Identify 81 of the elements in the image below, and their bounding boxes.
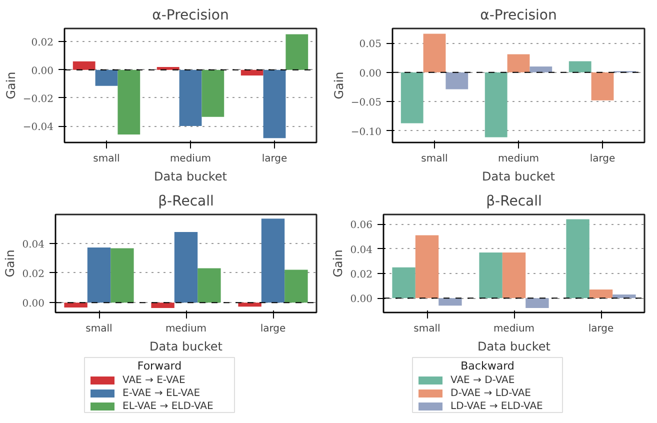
bar	[151, 302, 174, 308]
x-tick-label: medium	[170, 154, 212, 164]
bar	[589, 290, 613, 298]
bar	[64, 302, 88, 308]
bar	[479, 252, 502, 298]
bar	[198, 268, 221, 303]
bar	[400, 72, 424, 124]
chart-title: α-Precision	[480, 8, 557, 24]
x-tick-label: small	[86, 324, 112, 334]
legend-label: VAE → D-VAE	[450, 375, 515, 386]
bar	[174, 232, 198, 303]
legend-label: E-VAE → EL-VAE	[122, 388, 200, 399]
chart-title: α-Precision	[152, 8, 229, 24]
bar	[591, 72, 614, 100]
bar	[530, 66, 552, 72]
x-tick-label: large	[588, 324, 614, 334]
chart-title: β-Recall	[158, 194, 214, 210]
bar	[238, 302, 262, 307]
bar	[240, 70, 264, 76]
legend-label: VAE → E-VAE	[122, 375, 186, 386]
legend-label: D-VAE → LD-VAE	[450, 388, 531, 399]
y-tick-label: 0.00	[350, 294, 372, 306]
x-tick-label: medium	[165, 324, 207, 334]
x-tick-label: small	[93, 154, 120, 164]
y-tick-label: 0.04	[22, 239, 44, 250]
bar	[502, 252, 526, 298]
x-tick-label: medium	[498, 154, 540, 164]
y-tick-label: −0.05	[350, 98, 382, 109]
x-tick-label: medium	[493, 324, 535, 334]
y-tick-label: 0.02	[350, 269, 372, 280]
y-tick-label: −0.10	[350, 126, 382, 138]
bar	[118, 70, 140, 134]
x-axis-title: Data bucket	[150, 340, 223, 354]
y-tick-label: 0.05	[359, 39, 382, 50]
bar	[286, 34, 308, 70]
x-tick-label: large	[590, 154, 616, 164]
bar	[110, 248, 134, 303]
bar	[72, 61, 96, 70]
y-tick-label: 0.00	[31, 66, 54, 77]
y-tick-label: 0.04	[350, 244, 372, 256]
bar	[568, 61, 592, 72]
bar	[284, 270, 308, 303]
bar	[156, 67, 180, 70]
y-axis-title: Gain	[3, 250, 18, 278]
bar	[438, 298, 462, 306]
bar	[446, 72, 468, 90]
bar	[484, 72, 508, 138]
x-tick-label: small	[414, 324, 440, 334]
bar	[261, 218, 285, 303]
chart-title: β-Recall	[486, 194, 542, 210]
bar	[507, 54, 530, 72]
bar	[87, 248, 111, 303]
x-axis-title: Data bucket	[478, 340, 551, 354]
x-tick-label: large	[262, 154, 288, 164]
y-tick-label: 0.00	[359, 68, 382, 80]
x-axis-title: Data bucket	[154, 170, 228, 184]
bar	[263, 70, 286, 138]
bar	[415, 235, 439, 298]
x-axis-title: Data bucket	[482, 170, 556, 184]
legend-label: EL-VAE → ELD-VAE	[122, 401, 214, 412]
bar	[526, 298, 549, 308]
y-tick-label: 0.02	[31, 38, 54, 49]
y-tick-label: 0.02	[22, 268, 44, 280]
y-tick-label: −0.02	[22, 94, 54, 105]
bar	[566, 219, 590, 298]
y-axis-title: Gain	[332, 72, 346, 100]
y-tick-label: −0.04	[22, 122, 54, 134]
y-tick-label: 0.00	[22, 298, 44, 310]
legend-label: LD-VAE → ELD-VAE	[450, 401, 543, 412]
bar	[95, 70, 118, 86]
bar	[392, 267, 416, 298]
legend-title: Backward	[460, 360, 514, 372]
bar	[423, 34, 446, 72]
y-axis-title: Gain	[331, 250, 346, 278]
y-tick-label: 0.06	[350, 220, 372, 232]
legend-title: Forward	[137, 360, 182, 372]
y-axis-title: Gain	[4, 72, 18, 100]
x-tick-label: large	[260, 324, 286, 334]
bar	[179, 70, 202, 126]
bar	[202, 70, 224, 117]
x-tick-label: small	[421, 154, 448, 164]
